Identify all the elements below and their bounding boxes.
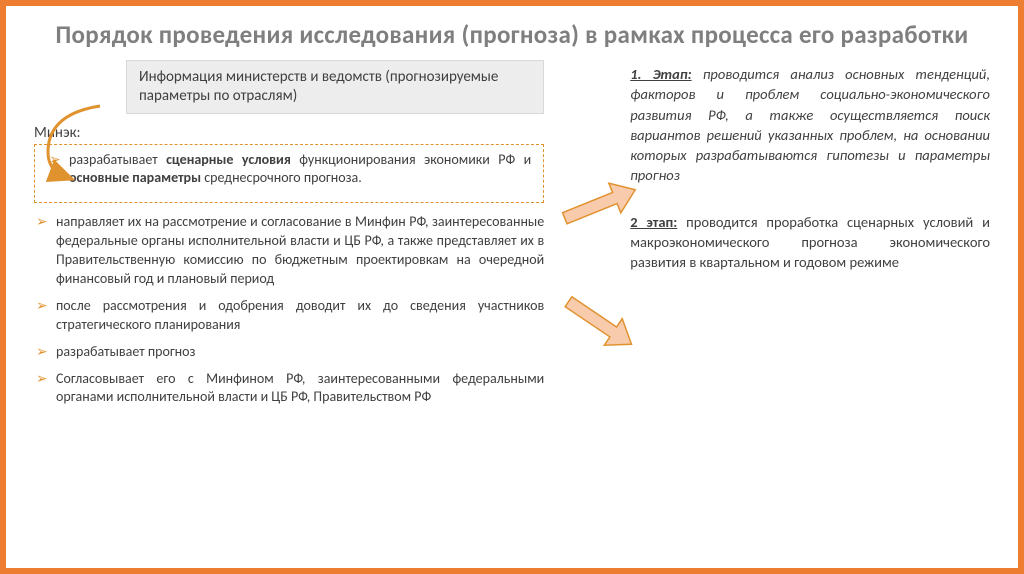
t3: функционирования экономики РФ и xyxy=(291,151,531,168)
t5: среднесрочного прогноза. xyxy=(201,169,362,186)
slide-container: Порядок проведения исследования (прогноз… xyxy=(6,6,1018,568)
stage-2-label: 2 этап: xyxy=(630,213,677,231)
right-column: 1. Этап: проводится анализ основных тенд… xyxy=(550,60,990,522)
columns: Информация министерств и ведомств (прогн… xyxy=(34,60,990,522)
dashed-box: разрабатывает сценарные условия функцион… xyxy=(34,144,544,204)
bullet-2: после рассмотрения и одобрения доводит и… xyxy=(34,297,544,335)
t2: сценарные условия xyxy=(166,151,291,168)
dashed-bullets: разрабатывает сценарные условия функцион… xyxy=(47,151,531,189)
stage-2: 2 этап: проводится проработка сценарных … xyxy=(630,212,990,273)
bullet-dashed: разрабатывает сценарные условия функцион… xyxy=(47,151,531,189)
t4: основные параметры xyxy=(69,169,201,186)
mineco-label: Минэк: xyxy=(34,124,544,142)
t1: разрабатывает xyxy=(69,151,166,168)
stage-1: 1. Этап: проводится анализ основных тенд… xyxy=(630,64,990,186)
stage-2-text: проводится проработка сценарных условий … xyxy=(630,213,990,272)
slide-title: Порядок проведения исследования (прогноз… xyxy=(34,20,990,50)
info-box: Информация министерств и ведомств (прогн… xyxy=(126,60,544,114)
stage-1-label: 1. Этап: xyxy=(630,65,691,83)
bullet-1: направляет их на рассмотрение и согласов… xyxy=(34,213,544,289)
bullet-3: разрабатывает прогноз xyxy=(34,343,544,362)
main-bullets: направляет их на рассмотрение и согласов… xyxy=(34,213,544,407)
bullet-4: Согласовывает его с Минфином РФ, заинтер… xyxy=(34,370,544,408)
left-column: Информация министерств и ведомств (прогн… xyxy=(34,60,550,522)
